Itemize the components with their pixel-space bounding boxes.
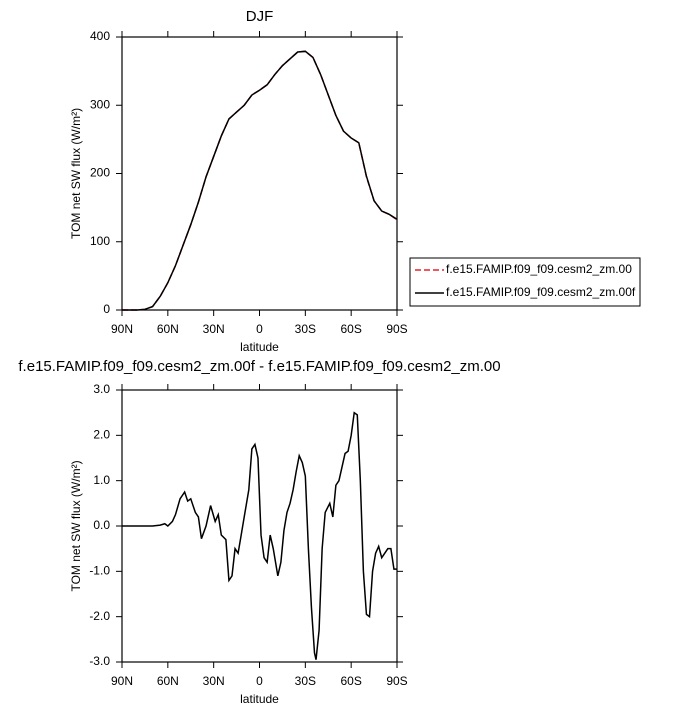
legend-frame [409, 257, 641, 307]
x-tick-label: 0 [256, 674, 263, 688]
x-tick-label: 90S [386, 674, 407, 688]
y-tick-label: 400 [90, 29, 110, 43]
y-tick-label: 2.0 [93, 428, 110, 442]
plot-frame [121, 36, 398, 311]
y-axis-label: TOM net SW flux (W/m²) [69, 460, 83, 591]
x-tick-label: 30S [295, 322, 316, 336]
x-tick-label: 90S [386, 322, 407, 336]
y-tick-label: 100 [90, 234, 110, 248]
legend-label: f.e15.FAMIP.f09_f09.cesm2_zm.00f [446, 285, 636, 299]
x-tick-label: 30S [295, 674, 316, 688]
y-tick-label: 200 [90, 166, 110, 180]
x-axis-label: latitude [240, 340, 279, 354]
data-line [122, 411, 397, 660]
data-line [122, 50, 398, 311]
y-tick-label: 3.0 [93, 382, 110, 396]
chart-title: DJF [246, 8, 274, 25]
y-tick-label: 1.0 [93, 473, 110, 487]
legend-label: f.e15.FAMIP.f09_f09.cesm2_zm.00 [446, 262, 632, 276]
plot-frame [121, 389, 398, 663]
y-tick-label: -3.0 [89, 654, 110, 668]
y-tick-label: 300 [90, 97, 110, 111]
x-tick-label: 90N [111, 674, 133, 688]
y-axis-label: TOM net SW flux (W/m²) [69, 108, 83, 239]
x-tick-label: 60N [157, 674, 179, 688]
x-tick-label: 0 [256, 322, 263, 336]
y-tick-label: -1.0 [89, 564, 110, 578]
y-tick-label: -2.0 [89, 609, 110, 623]
x-tick-label: 30N [203, 674, 225, 688]
x-tick-label: 60S [340, 674, 361, 688]
x-axis-label: latitude [240, 692, 279, 706]
y-tick-label: 0 [103, 302, 110, 316]
x-tick-label: 60N [157, 322, 179, 336]
chart-title: f.e15.FAMIP.f09_f09.cesm2_zm.00f - f.e15… [18, 358, 500, 375]
x-tick-label: 60S [340, 322, 361, 336]
x-tick-label: 90N [111, 322, 133, 336]
y-tick-label: 0.0 [93, 518, 110, 532]
x-tick-label: 30N [203, 322, 225, 336]
